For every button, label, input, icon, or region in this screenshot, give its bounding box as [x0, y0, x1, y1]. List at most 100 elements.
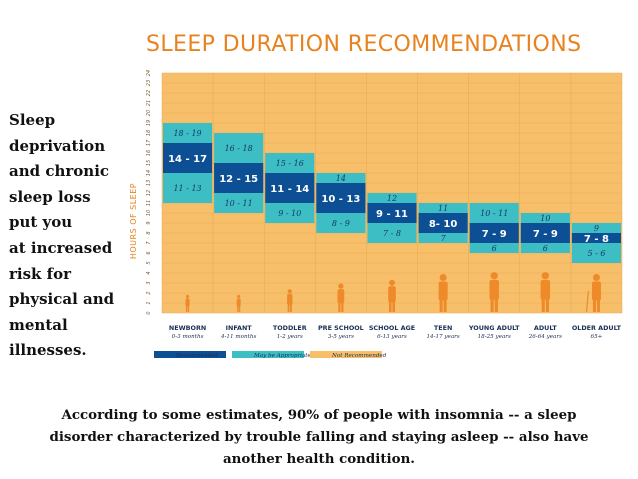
side-text-line: Sleep — [9, 111, 56, 129]
recommended-label: 14 - 17 — [168, 154, 207, 165]
y-tick-label: 22 — [146, 90, 152, 96]
recommended-label: 10 - 13 — [321, 194, 360, 205]
recommended-bar — [316, 183, 366, 213]
upper-appropriate-label: 10 — [540, 214, 550, 223]
age-range-label: 4-11 months — [220, 334, 256, 340]
legend-swatch — [154, 351, 226, 358]
lower-appropriate-label: 8 - 9 — [332, 219, 350, 228]
y-tick-label: 13 — [146, 180, 152, 186]
recommended-bar — [163, 143, 213, 173]
recommended-bar — [571, 233, 621, 243]
age-range-label: 26-64 years — [528, 334, 562, 340]
person-silhouette-icon — [388, 279, 396, 312]
y-tick-label: 0 — [146, 311, 152, 314]
recommended-label: 11 - 14 — [270, 184, 309, 195]
side-text-line: put you — [9, 213, 73, 232]
category-label: PRE SCHOOL — [318, 324, 364, 332]
lower-appropriate-label: 9 - 10 — [278, 209, 301, 218]
y-axis-label: HOURS OF SLEEP — [129, 183, 138, 259]
y-tick-label: 9 — [146, 221, 152, 224]
age-range-label: 0-3 months — [172, 334, 204, 340]
category-label: INFANT — [226, 324, 253, 332]
y-tick-label: 7 — [146, 241, 152, 245]
side-text-line: illnesses. — [9, 341, 87, 360]
upper-appropriate-label: 11 — [438, 204, 448, 213]
y-tick-label: 3 — [146, 281, 152, 284]
recommended-label: 8- 10 — [429, 219, 458, 230]
y-tick-label: 15 — [146, 160, 152, 166]
age-range-label: 3-5 years — [328, 334, 354, 340]
chart-title: SLEEP DURATION RECOMMENDATIONS — [146, 32, 582, 57]
y-tick-label: 2 — [146, 291, 152, 294]
y-tick-label: 4 — [146, 271, 152, 274]
side-text: Sleep deprivation and chronic sleep loss… — [9, 108, 125, 364]
y-tick-label: 20 — [146, 110, 152, 116]
footer-line: another health condition. — [223, 451, 415, 467]
person-silhouette-icon — [438, 274, 448, 312]
person-silhouette-icon — [185, 294, 190, 312]
y-tick-label: 6 — [146, 251, 152, 254]
lower-appropriate-label: 7 - 8 — [383, 229, 401, 238]
recommended-label: 9 - 11 — [376, 209, 408, 220]
lower-appropriate-label: 6 — [543, 244, 548, 253]
recommended-label: 7 - 8 — [584, 234, 609, 245]
person-silhouette-icon — [540, 272, 551, 312]
age-range-label: 18-25 years — [478, 334, 511, 340]
recommended-label: 12 - 15 — [219, 174, 258, 185]
upper-appropriate-label: 12 — [387, 194, 397, 203]
legend-label: Recommended — [175, 353, 218, 359]
legend-label: May be Appropriate — [253, 353, 312, 359]
y-tick-label: 23 — [146, 80, 152, 86]
y-tick-label: 10 — [146, 210, 152, 216]
y-tick-label: 5 — [146, 261, 152, 264]
person-silhouette-icon — [337, 283, 345, 312]
lower-appropriate-label: 5 - 6 — [587, 249, 605, 258]
person-silhouette-icon — [287, 289, 293, 312]
lower-appropriate-label: 10 - 11 — [225, 199, 253, 208]
upper-appropriate-label: 18 - 19 — [173, 129, 201, 138]
category-label: ADULT — [534, 324, 557, 332]
y-tick-label: 14 — [146, 170, 152, 176]
y-tick-label: 1 — [146, 301, 152, 304]
y-tick-label: 19 — [146, 120, 152, 126]
age-range-label: 1-2 years — [277, 334, 303, 340]
footer-line: According to some estimates, 90% of peop… — [61, 407, 577, 423]
upper-appropriate-label: 15 - 16 — [276, 159, 304, 168]
side-text-line: risk for — [9, 264, 72, 283]
category-label: SCHOOL AGE — [369, 324, 415, 332]
recommended-bar — [520, 223, 570, 243]
y-tick-label: 16 — [146, 150, 152, 156]
person-silhouette-icon — [585, 274, 601, 313]
footer-caption: According to some estimates, 90% of peop… — [10, 404, 628, 470]
y-tick-label: 21 — [146, 100, 152, 106]
recommended-bar — [418, 213, 468, 233]
recommended-bar — [265, 173, 315, 203]
age-range-label: 65+ — [591, 334, 603, 340]
category-label: NEWBORN — [169, 324, 206, 332]
recommended-label: 7 - 9 — [533, 229, 558, 240]
side-text-line: mental — [9, 315, 68, 334]
upper-appropriate-label: 14 — [336, 174, 346, 183]
lower-appropriate-label: 11 - 13 — [173, 184, 201, 193]
y-tick-label: 24 — [146, 70, 152, 76]
age-range-label: 14-17 years — [426, 334, 459, 340]
upper-appropriate-label: 10 - 11 — [480, 209, 508, 218]
upper-appropriate-label: 9 — [594, 224, 599, 233]
category-label: TEEN — [434, 324, 452, 332]
category-label: TODDLER — [273, 324, 307, 332]
category-label: OLDER ADULT — [572, 324, 622, 332]
y-tick-label: 8 — [146, 231, 152, 234]
y-tick-label: 11 — [146, 200, 152, 206]
person-silhouette-icon — [236, 294, 241, 312]
lower-appropriate-label: 7 — [441, 234, 447, 243]
side-text-line: and chronic — [9, 162, 110, 181]
category-label: YOUNG ADULT — [468, 324, 520, 332]
side-text-line: at increased — [9, 238, 113, 257]
recommended-label: 7 - 9 — [482, 229, 507, 240]
footer-line: disorder characterized by trouble fallin… — [49, 429, 589, 445]
y-tick-label: 17 — [146, 139, 152, 146]
lower-appropriate-label: 6 — [492, 244, 497, 253]
person-silhouette-icon — [489, 272, 499, 312]
side-text-line: physical and — [9, 290, 115, 309]
